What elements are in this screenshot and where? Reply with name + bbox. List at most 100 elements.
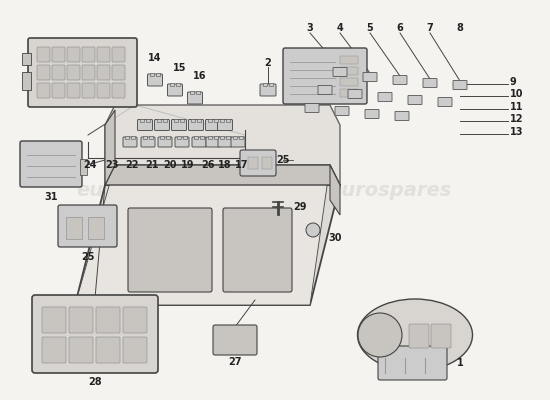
Circle shape — [306, 223, 320, 237]
Bar — [226, 136, 230, 139]
Bar — [248, 157, 258, 169]
Text: 21: 21 — [145, 160, 159, 170]
Text: 20: 20 — [163, 160, 177, 170]
Bar — [163, 118, 167, 122]
Text: 14: 14 — [148, 53, 162, 63]
Text: 25: 25 — [81, 252, 94, 262]
FancyBboxPatch shape — [58, 205, 117, 247]
Text: 2: 2 — [265, 58, 271, 68]
FancyBboxPatch shape — [431, 324, 451, 348]
Bar — [156, 73, 160, 76]
Bar — [220, 118, 224, 122]
Text: 22: 22 — [125, 160, 139, 170]
FancyBboxPatch shape — [67, 65, 80, 80]
FancyBboxPatch shape — [217, 120, 233, 130]
Bar — [88, 217, 104, 239]
Bar — [66, 217, 82, 239]
FancyBboxPatch shape — [206, 120, 221, 130]
Text: 29: 29 — [293, 202, 307, 212]
Bar — [157, 118, 161, 122]
FancyBboxPatch shape — [438, 98, 452, 106]
Bar — [170, 83, 174, 86]
FancyBboxPatch shape — [365, 110, 379, 118]
FancyBboxPatch shape — [213, 325, 257, 355]
FancyBboxPatch shape — [348, 90, 362, 98]
Bar — [183, 136, 187, 139]
Bar — [214, 118, 218, 122]
FancyBboxPatch shape — [52, 65, 65, 80]
FancyBboxPatch shape — [168, 84, 183, 96]
FancyBboxPatch shape — [52, 83, 65, 98]
Bar — [194, 136, 198, 139]
Text: 15: 15 — [173, 63, 187, 73]
Bar — [263, 83, 267, 86]
FancyBboxPatch shape — [67, 83, 80, 98]
Bar — [214, 136, 218, 139]
Text: eurospares: eurospares — [328, 180, 452, 200]
FancyBboxPatch shape — [28, 38, 137, 107]
Bar — [190, 91, 194, 94]
Bar — [140, 118, 144, 122]
Bar — [262, 157, 272, 169]
FancyBboxPatch shape — [97, 65, 110, 80]
FancyBboxPatch shape — [378, 92, 392, 102]
Bar — [176, 83, 180, 86]
FancyBboxPatch shape — [37, 83, 50, 98]
Text: 18: 18 — [218, 160, 232, 170]
FancyBboxPatch shape — [42, 307, 66, 333]
Text: 27: 27 — [228, 357, 242, 367]
Polygon shape — [330, 165, 340, 215]
Text: 12: 12 — [510, 114, 524, 124]
Text: 31: 31 — [44, 192, 58, 202]
Bar — [131, 136, 135, 139]
Text: 17: 17 — [235, 160, 249, 170]
FancyBboxPatch shape — [240, 150, 276, 176]
Bar — [226, 118, 230, 122]
Text: eurospares: eurospares — [76, 180, 200, 200]
FancyBboxPatch shape — [96, 337, 120, 363]
Text: 19: 19 — [182, 160, 195, 170]
Bar — [146, 118, 150, 122]
FancyBboxPatch shape — [188, 92, 202, 104]
Text: 9: 9 — [510, 77, 517, 87]
FancyBboxPatch shape — [155, 120, 169, 130]
Bar — [197, 118, 201, 122]
FancyBboxPatch shape — [37, 65, 50, 80]
Bar — [149, 136, 153, 139]
Bar — [220, 136, 224, 139]
FancyBboxPatch shape — [96, 307, 120, 333]
FancyBboxPatch shape — [409, 324, 429, 348]
Bar — [22, 53, 31, 65]
FancyBboxPatch shape — [335, 106, 349, 116]
Bar — [239, 136, 243, 139]
FancyBboxPatch shape — [218, 137, 232, 147]
Text: 10: 10 — [510, 89, 524, 99]
FancyBboxPatch shape — [231, 137, 245, 147]
FancyBboxPatch shape — [97, 47, 110, 62]
FancyBboxPatch shape — [112, 47, 125, 62]
Text: 13: 13 — [510, 127, 524, 137]
Ellipse shape — [358, 299, 472, 371]
Bar — [125, 136, 129, 139]
FancyBboxPatch shape — [223, 208, 292, 292]
FancyBboxPatch shape — [393, 76, 407, 84]
Bar — [196, 91, 200, 94]
FancyBboxPatch shape — [52, 47, 65, 62]
Text: 23: 23 — [105, 160, 119, 170]
FancyBboxPatch shape — [453, 80, 467, 90]
FancyBboxPatch shape — [69, 307, 93, 333]
FancyBboxPatch shape — [363, 72, 377, 82]
FancyBboxPatch shape — [423, 78, 437, 88]
Text: 3: 3 — [307, 23, 314, 33]
Text: 25: 25 — [276, 155, 290, 165]
Text: 7: 7 — [427, 23, 433, 33]
Bar — [180, 118, 184, 122]
FancyBboxPatch shape — [67, 47, 80, 62]
FancyBboxPatch shape — [82, 83, 95, 98]
FancyBboxPatch shape — [408, 96, 422, 104]
Bar — [143, 136, 147, 139]
FancyBboxPatch shape — [82, 65, 95, 80]
Text: 26: 26 — [201, 160, 214, 170]
Text: 5: 5 — [367, 23, 373, 33]
Text: 16: 16 — [193, 71, 207, 81]
